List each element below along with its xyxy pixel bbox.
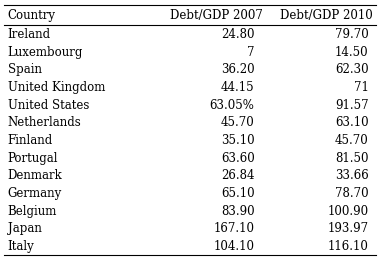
Text: 78.70: 78.70 xyxy=(335,187,369,200)
Text: Spain: Spain xyxy=(8,63,41,76)
Text: Debt/GDP 2007: Debt/GDP 2007 xyxy=(170,9,263,22)
Text: 65.10: 65.10 xyxy=(221,187,255,200)
Text: Italy: Italy xyxy=(8,240,34,253)
Text: Ireland: Ireland xyxy=(8,28,51,41)
Text: Japan: Japan xyxy=(8,222,41,235)
Text: 36.20: 36.20 xyxy=(221,63,255,76)
Text: Finland: Finland xyxy=(8,134,53,147)
Text: 44.15: 44.15 xyxy=(221,81,255,94)
Text: 83.90: 83.90 xyxy=(221,205,255,218)
Text: 63.60: 63.60 xyxy=(221,152,255,165)
Text: 81.50: 81.50 xyxy=(335,152,369,165)
Text: Belgium: Belgium xyxy=(8,205,57,218)
Text: 33.66: 33.66 xyxy=(335,169,369,182)
Text: 45.70: 45.70 xyxy=(221,116,255,129)
Text: Portugal: Portugal xyxy=(8,152,58,165)
Text: Denmark: Denmark xyxy=(8,169,62,182)
Text: 63.05%: 63.05% xyxy=(210,99,255,112)
Text: United States: United States xyxy=(8,99,89,112)
Text: 62.30: 62.30 xyxy=(335,63,369,76)
Text: 26.84: 26.84 xyxy=(221,169,255,182)
Text: 193.97: 193.97 xyxy=(328,222,369,235)
Text: 7: 7 xyxy=(247,45,255,59)
Text: 104.10: 104.10 xyxy=(214,240,255,253)
Text: 35.10: 35.10 xyxy=(221,134,255,147)
Text: Debt/GDP 2010: Debt/GDP 2010 xyxy=(280,9,373,22)
Text: United Kingdom: United Kingdom xyxy=(8,81,105,94)
Text: Luxembourg: Luxembourg xyxy=(8,45,83,59)
Text: Country: Country xyxy=(8,9,55,22)
Text: 79.70: 79.70 xyxy=(335,28,369,41)
Text: 14.50: 14.50 xyxy=(335,45,369,59)
Text: Netherlands: Netherlands xyxy=(8,116,81,129)
Text: 24.80: 24.80 xyxy=(221,28,255,41)
Text: 100.90: 100.90 xyxy=(328,205,369,218)
Text: 91.57: 91.57 xyxy=(335,99,369,112)
Text: 63.10: 63.10 xyxy=(335,116,369,129)
Text: 116.10: 116.10 xyxy=(328,240,369,253)
Text: 45.70: 45.70 xyxy=(335,134,369,147)
Text: 71: 71 xyxy=(354,81,369,94)
Text: 167.10: 167.10 xyxy=(214,222,255,235)
Text: Germany: Germany xyxy=(8,187,62,200)
